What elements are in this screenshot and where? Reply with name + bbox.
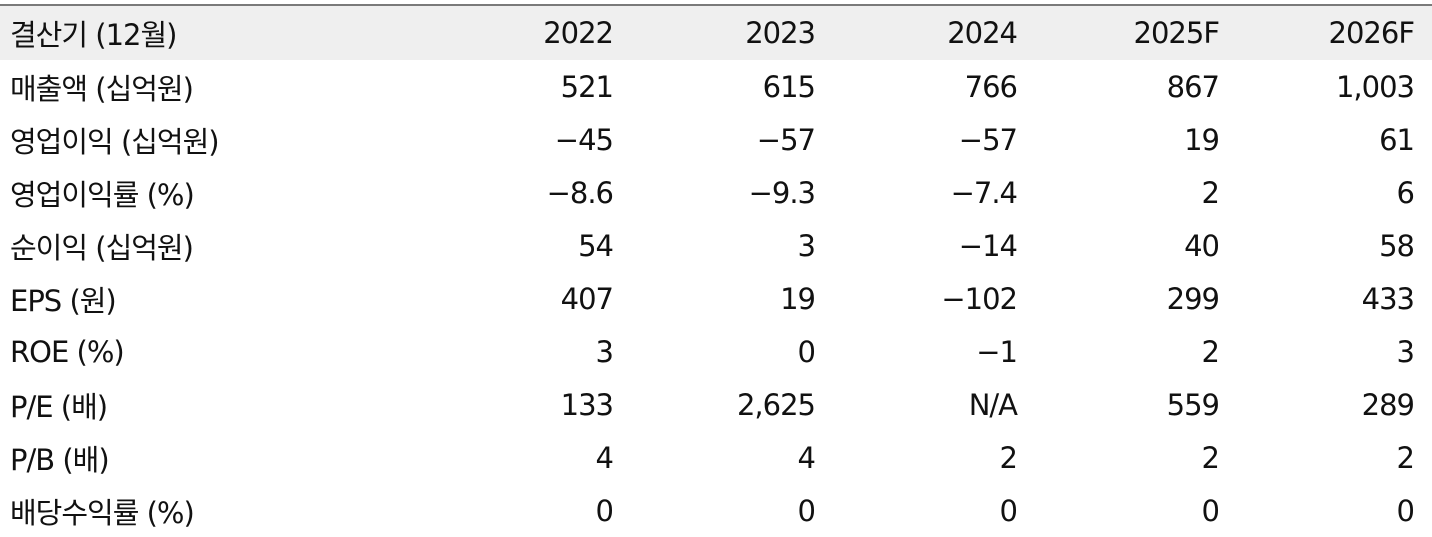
cell-value: −9.3 (748, 175, 816, 210)
cell-value: 133 (560, 387, 614, 422)
cell-value: −57 (756, 122, 816, 157)
cell-value: 40 (1184, 228, 1220, 263)
cell-value: 521 (560, 69, 614, 104)
row-roe: ROE (%) 3 0 −1 2 3 (0, 325, 1432, 378)
cell-value: 2 (1201, 440, 1220, 475)
row-label: 영업이익 (십억원) (10, 124, 220, 159)
header-year-2022: 2022 (543, 16, 614, 50)
cell-value: −102 (941, 281, 1018, 316)
cell-value: 2 (1201, 334, 1220, 369)
cell-value: 0 (1201, 493, 1220, 528)
cell-value: 3 (595, 334, 614, 369)
cell-value: 0 (797, 493, 816, 528)
cell-value: 2 (999, 440, 1018, 475)
row-operating-margin: 영업이익률 (%) −8.6 −9.3 −7.4 2 6 (0, 166, 1432, 219)
cell-value: 19 (780, 281, 816, 316)
cell-value: 2 (1396, 440, 1415, 475)
cell-value: 6 (1396, 175, 1415, 210)
row-label: 영업이익률 (%) (10, 177, 195, 212)
cell-value: 4 (595, 440, 614, 475)
row-pb: P/B (배) 4 4 2 2 2 (0, 431, 1432, 484)
cell-value: 407 (560, 281, 614, 316)
cell-value: 0 (999, 493, 1018, 528)
row-eps: EPS (원) 407 19 −102 299 433 (0, 272, 1432, 325)
table-header-row: 결산기 (12월) 2022 2023 2024 2025F 2026F (0, 6, 1432, 60)
row-label: P/B (배) (10, 442, 110, 477)
cell-value: 0 (1396, 493, 1415, 528)
cell-value: 58 (1379, 228, 1415, 263)
header-label: 결산기 (12월) (10, 18, 177, 52)
cell-value: 299 (1166, 281, 1220, 316)
header-year-2026f: 2026F (1328, 16, 1415, 50)
row-net-income: 순이익 (십억원) 54 3 −14 40 58 (0, 219, 1432, 272)
header-year-2024: 2024 (947, 16, 1018, 50)
row-label: EPS (원) (10, 283, 117, 318)
header-year-2025f: 2025F (1133, 16, 1220, 50)
cell-value: 289 (1361, 387, 1415, 422)
cell-value: −7.4 (950, 175, 1018, 210)
cell-value: −57 (958, 122, 1018, 157)
row-label: 매출액 (십억원) (10, 71, 194, 106)
table-top-rule (0, 4, 1432, 6)
cell-value: 61 (1379, 122, 1415, 157)
cell-value: 4 (797, 440, 816, 475)
cell-value: 0 (595, 493, 614, 528)
row-dividend-yield: 배당수익률 (%) 0 0 0 0 0 (0, 484, 1432, 537)
cell-value: 1,003 (1335, 69, 1415, 104)
cell-value: 867 (1166, 69, 1220, 104)
financial-summary-table: 결산기 (12월) 2022 2023 2024 2025F 2026F 매출액… (0, 4, 1432, 537)
cell-value: 2,625 (736, 387, 816, 422)
cell-value: 2 (1201, 175, 1220, 210)
cell-value: 433 (1361, 281, 1415, 316)
cell-value: 766 (964, 69, 1018, 104)
cell-value: 559 (1166, 387, 1220, 422)
cell-value: −14 (958, 228, 1018, 263)
row-label: ROE (%) (10, 334, 125, 369)
row-revenue: 매출액 (십억원) 521 615 766 867 1,003 (0, 60, 1432, 113)
cell-value: 0 (797, 334, 816, 369)
cell-value: −45 (554, 122, 614, 157)
cell-value: 54 (578, 228, 614, 263)
cell-value: 3 (1396, 334, 1415, 369)
row-label: 배당수익률 (%) (10, 495, 195, 530)
cell-value: −1 (976, 334, 1018, 369)
cell-value: 3 (797, 228, 816, 263)
cell-value: −8.6 (546, 175, 614, 210)
cell-value: N/A (968, 387, 1018, 422)
header-year-2023: 2023 (745, 16, 816, 50)
row-operating-profit: 영업이익 (십억원) −45 −57 −57 19 61 (0, 113, 1432, 166)
cell-value: 19 (1184, 122, 1220, 157)
cell-value: 615 (762, 69, 816, 104)
row-pe: P/E (배) 133 2,625 N/A 559 289 (0, 378, 1432, 431)
row-label: P/E (배) (10, 389, 108, 424)
row-label: 순이익 (십억원) (10, 230, 194, 265)
